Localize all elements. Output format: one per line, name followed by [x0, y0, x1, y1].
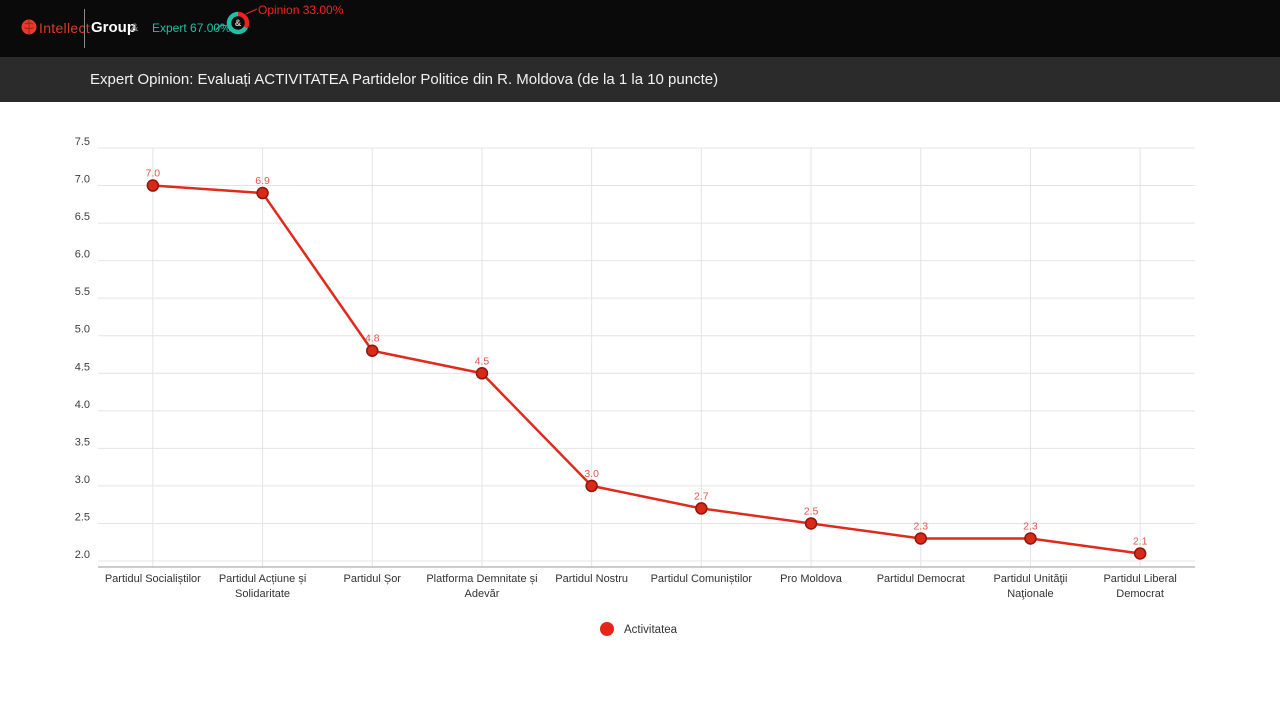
data-point[interactable] — [914, 532, 927, 545]
data-point[interactable] — [695, 502, 708, 515]
x-axis-category-label: Partidul Nostru — [555, 573, 628, 585]
donut-callout-lines — [215, 8, 258, 31]
y-axis-tick-label: 2.5 — [75, 511, 90, 523]
data-point-label: 7.0 — [146, 168, 161, 180]
y-axis-tick-label: 4.0 — [75, 399, 90, 411]
x-axis-category-label: Partidul Democrat — [877, 573, 965, 585]
data-point-label: 2.7 — [694, 490, 709, 502]
brand-name-group[interactable]: Group — [91, 19, 136, 36]
x-axis-category-label: Partidul Socialiștilor — [105, 573, 201, 585]
y-axis-tick-label: 6.5 — [75, 211, 90, 223]
y-axis-tick-label: 7.0 — [75, 174, 90, 186]
x-axis-category-label: Pro Moldova — [780, 573, 843, 585]
data-point[interactable] — [366, 344, 379, 357]
legend-label[interactable]: Activitatea — [624, 624, 678, 636]
x-axis-category-label: Naţionale — [1007, 588, 1053, 600]
donut-opinion-arc — [226, 11, 250, 35]
x-axis-category-label: Adevăr — [465, 588, 500, 600]
donut-center-ampersand: & — [235, 18, 242, 28]
data-point[interactable] — [146, 179, 160, 192]
chart-container: 2.0 2.5 3.0 3.5 4.0 4.5 5.0 5.5 6.0 6.5 7.0 7.5 Part… — [0, 102, 1280, 662]
expert-share-label: Expert 67.00% — [152, 21, 231, 35]
data-point[interactable] — [475, 367, 489, 380]
data-point-label: 2.5 — [804, 505, 819, 517]
x-axis-category-label: Partidul Comuniștilor — [651, 573, 753, 585]
brand-name-intellect[interactable]: Intellect — [39, 20, 90, 36]
data-point-label: 4.8 — [365, 333, 380, 345]
activity-line-chart: 2.0 2.5 3.0 3.5 4.0 4.5 5.0 5.5 6.0 6.5 7.0 7.5 Part… — [75, 136, 1195, 636]
opinion-share-label: Opinion 33.00% — [258, 3, 344, 17]
x-axis-category-label: Democrat — [1116, 588, 1164, 600]
top-brand-bar: Intellect Group & Expert 67.00% & Opinio… — [0, 0, 1280, 57]
data-point[interactable] — [804, 517, 818, 530]
data-point[interactable] — [256, 186, 269, 200]
legend-dot[interactable] — [600, 622, 614, 636]
data-point-label: 4.5 — [475, 355, 490, 367]
data-point-label: 6.9 — [255, 175, 270, 187]
y-axis-tick-label: 6.0 — [75, 249, 90, 261]
y-axis-tick-label: 3.0 — [75, 474, 90, 486]
data-point-label: 3.0 — [584, 468, 599, 480]
brand-divider — [84, 9, 85, 48]
data-point[interactable] — [585, 479, 598, 493]
intellect-logo-icon — [21, 19, 37, 35]
x-axis-category-label: Platforma Demnitate și — [426, 573, 537, 585]
page-title: Expert Opinion: Evaluați ACTIVITATEA Par… — [90, 71, 719, 88]
y-axis-tick-label: 2.0 — [75, 549, 90, 561]
x-axis-category-label: Partidul Șor — [344, 573, 402, 585]
y-axis-tick-label: 4.5 — [75, 361, 90, 373]
y-axis-tick-label: 3.5 — [75, 436, 90, 448]
brand-ampersand: & — [131, 22, 139, 34]
series-line-activitatea — [152, 184, 1141, 555]
data-point-label: 2.3 — [1023, 520, 1038, 532]
x-axis-category-label: Partidul Unităţii — [993, 573, 1067, 585]
data-point-label: 2.3 — [913, 520, 928, 532]
y-axis-tick-label: 5.0 — [75, 324, 90, 336]
data-point[interactable] — [1024, 532, 1037, 545]
y-axis-tick-label: 7.5 — [75, 136, 90, 148]
x-axis-category-label: Partidul Liberal — [1103, 573, 1176, 585]
expert-opinion-donut-chart[interactable]: & — [224, 9, 252, 37]
x-axis-category-label: Solidaritate — [235, 588, 290, 600]
y-axis-tick-label: 5.5 — [75, 286, 90, 298]
data-point-label: 2.1 — [1133, 535, 1148, 547]
survey-title-bar: Expert Opinion: Evaluați ACTIVITATEA Par… — [0, 57, 1280, 102]
data-point[interactable] — [1133, 547, 1147, 560]
x-axis-category-label: Partidul Acțiune și — [219, 573, 306, 585]
